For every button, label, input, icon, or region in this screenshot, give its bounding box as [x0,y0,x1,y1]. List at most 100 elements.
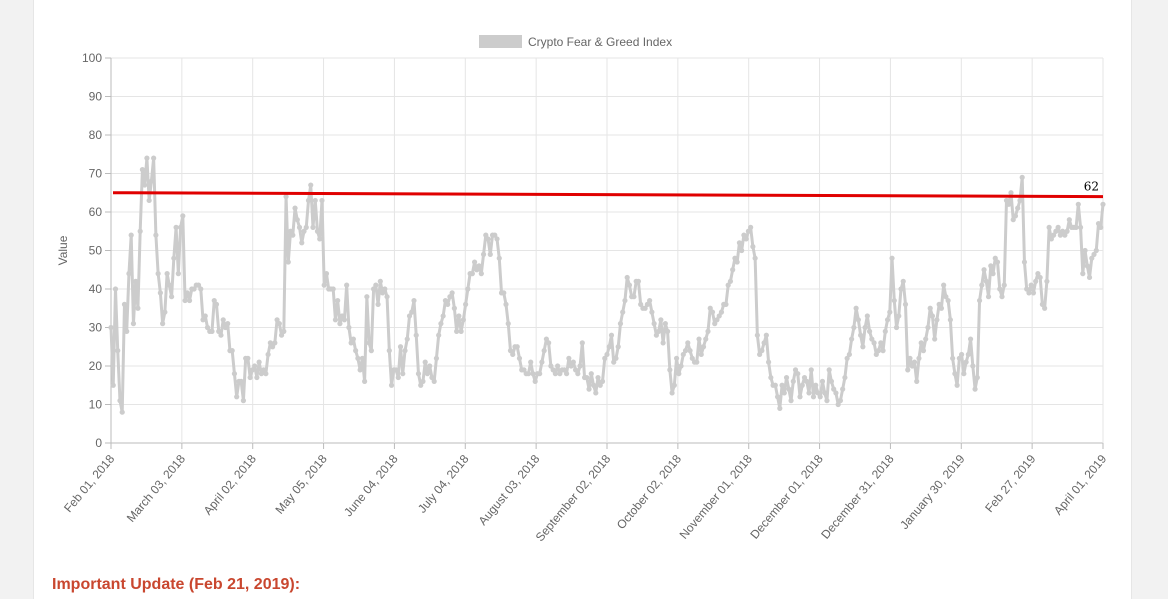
data-point [278,332,285,338]
data-point [649,309,655,315]
data-point [871,340,877,346]
data-point [734,259,740,265]
data-point [754,332,760,338]
data-point [177,224,184,230]
data-point [429,374,435,381]
data-point [994,259,1001,265]
data-point [880,348,886,354]
data-point [312,197,318,204]
data-point [164,271,170,277]
data-point [723,301,729,307]
data-point [516,355,523,361]
data-point [671,382,677,388]
data-point [970,363,976,369]
data-point [1089,255,1095,261]
data-point [218,332,224,338]
data-point [404,336,410,342]
data-point [427,363,433,369]
data-point [595,374,601,381]
data-point [209,328,215,334]
data-point [294,217,300,223]
x-tick-label: October 02, 2018 [614,452,685,532]
data-point [656,328,662,334]
data-point [1008,190,1014,196]
data-point [909,363,915,369]
data-point [635,278,642,284]
data-point [117,398,123,404]
series-points [108,155,1106,415]
data-point [882,328,888,334]
data-point [718,309,725,315]
data-point [853,305,859,311]
data-point [301,228,307,234]
data-point [503,301,509,307]
data-point [819,378,826,384]
data-point [907,355,913,361]
data-point [256,359,262,365]
x-tick-label: January 30, 2019 [897,452,968,532]
data-point [1075,201,1081,207]
data-point [1033,278,1039,284]
y-tick-label: 20 [89,359,103,373]
data-point [799,382,805,388]
reference-line [112,191,1104,199]
data-point [418,382,424,388]
data-point [135,305,141,311]
data-point [263,371,269,377]
data-point [160,321,166,327]
data-point [1060,228,1066,234]
data-point [858,332,864,338]
data-point [712,321,718,327]
reference-line-label: 62 [1084,180,1099,194]
data-point [837,398,844,404]
data-point [216,328,222,334]
data-point [658,317,664,323]
data-point [647,297,653,304]
data-point [1095,220,1102,227]
data-point [961,371,967,377]
data-point [169,294,175,300]
data-point [1073,224,1079,230]
data-point [678,363,684,369]
data-point [128,232,134,238]
data-point [375,301,381,307]
data-point [786,386,792,392]
data-point [272,340,278,346]
x-tick-label: August 03, 2018 [476,452,543,528]
data-point [339,313,345,319]
data-point [173,224,179,230]
data-point [308,182,314,188]
data-point [947,317,953,323]
data-point [840,386,846,392]
data-point [274,317,280,323]
important-update-heading: Important Update (Feb 21, 2019): [52,576,301,593]
x-tick-label: April 01, 2019 [1051,452,1108,518]
data-point [137,228,143,234]
data-point [577,363,583,369]
data-point [606,344,612,350]
data-point [810,394,817,400]
data-point [974,374,980,381]
x-tick-label: July 04, 2018 [415,452,472,516]
data-point [772,382,778,388]
data-point [759,348,765,354]
data-point [1080,271,1086,277]
data-point [707,305,713,311]
data-point [1030,290,1037,296]
data-point [532,378,538,384]
data-point [642,305,648,311]
data-point [752,255,758,261]
data-point [662,321,668,327]
data-point [323,271,330,277]
x-tick-label: May 05, 2018 [272,452,330,517]
data-point [682,348,689,354]
data-point [451,305,457,311]
data-point [115,348,121,354]
y-tick-label: 30 [89,321,103,335]
data-point [254,374,260,381]
data-point [741,232,747,238]
data-point [1035,271,1041,277]
data-point [626,282,633,288]
data-point [954,382,960,388]
data-point [162,309,168,315]
